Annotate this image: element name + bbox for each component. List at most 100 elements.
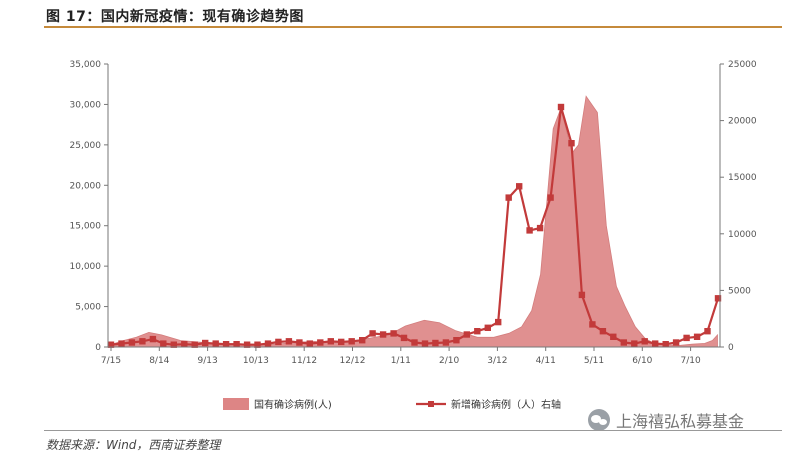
y-left-tick-label-7: 35,000 bbox=[70, 60, 102, 70]
line-marker-0 bbox=[107, 341, 115, 348]
line-marker-34 bbox=[463, 331, 470, 338]
x-tick-label-10: 5/11 bbox=[584, 356, 604, 366]
y-right-tick-label-0: 0 bbox=[728, 343, 734, 353]
line-marker-42 bbox=[547, 194, 554, 201]
line-marker-16 bbox=[275, 338, 282, 346]
x-tick-label-8: 3/12 bbox=[487, 356, 507, 366]
legend-layer: 国有确诊病例(人) 新增确诊病例（人）右轴 bbox=[223, 398, 561, 411]
line-marker-37 bbox=[495, 318, 502, 326]
line-marker-1 bbox=[118, 340, 125, 347]
line-marker-39 bbox=[516, 183, 523, 190]
y-left-tick-label-3: 15,000 bbox=[70, 222, 102, 232]
x-tick-label-6: 1/11 bbox=[391, 356, 411, 366]
line-marker-35 bbox=[474, 328, 481, 335]
line-marker-13 bbox=[243, 341, 251, 348]
line-marker-17 bbox=[285, 338, 293, 345]
line-marker-28 bbox=[400, 334, 408, 342]
title-rule bbox=[44, 26, 782, 28]
y-left-tick-label-0: 0 bbox=[95, 343, 101, 353]
wechat-icon bbox=[588, 409, 610, 431]
legend-swatch-area bbox=[223, 398, 249, 410]
line-marker-9 bbox=[202, 339, 209, 347]
series-line-new-cases bbox=[110, 106, 720, 346]
source-note: 数据来源：Wind，西南证券整理 bbox=[46, 438, 221, 452]
line-marker-49 bbox=[620, 339, 627, 346]
x-tick-label-3: 10/13 bbox=[243, 356, 269, 366]
line-marker-45 bbox=[578, 291, 586, 299]
line-marker-48 bbox=[610, 333, 617, 340]
x-tick-label-11: 6/10 bbox=[632, 356, 652, 366]
line-layer bbox=[107, 103, 722, 348]
line-marker-23 bbox=[348, 338, 355, 345]
line-marker-44 bbox=[568, 140, 575, 147]
line-marker-22 bbox=[338, 338, 345, 346]
line-marker-14 bbox=[254, 341, 261, 348]
x-tick-label-7: 2/10 bbox=[439, 356, 459, 366]
line-marker-8 bbox=[191, 341, 198, 348]
y-right-tick-label-4: 20000 bbox=[728, 117, 757, 127]
y-left-tick-label-2: 10,000 bbox=[70, 262, 102, 272]
line-marker-47 bbox=[599, 328, 607, 335]
line-marker-26 bbox=[379, 331, 387, 338]
line-marker-41 bbox=[536, 224, 544, 232]
line-marker-46 bbox=[589, 321, 596, 328]
line-marker-55 bbox=[683, 334, 690, 342]
y-right-tick-label-1: 5000 bbox=[728, 286, 751, 296]
line-marker-18 bbox=[296, 339, 303, 346]
y-right-tick-label-3: 15000 bbox=[728, 173, 757, 183]
x-tick-label-12: 7/10 bbox=[680, 356, 700, 366]
x-tick-label-9: 4/11 bbox=[536, 356, 556, 366]
legend-swatch-marker bbox=[428, 401, 434, 407]
watermark: 上海禧弘私募基金 bbox=[588, 408, 744, 432]
source-rule bbox=[44, 430, 782, 431]
watermark-text: 上海禧弘私募基金 bbox=[616, 412, 745, 431]
line-marker-15 bbox=[264, 340, 272, 347]
line-marker-21 bbox=[327, 338, 334, 345]
line-marker-11 bbox=[222, 341, 230, 348]
line-marker-32 bbox=[442, 339, 450, 346]
line-marker-24 bbox=[359, 337, 366, 344]
line-marker-20 bbox=[317, 339, 324, 346]
legend-label-line: 新增确诊病例（人）右轴 bbox=[451, 398, 561, 411]
x-tick-label-0: 7/15 bbox=[101, 356, 121, 366]
line-marker-43 bbox=[557, 103, 565, 111]
line-marker-54 bbox=[672, 339, 680, 346]
line-marker-53 bbox=[662, 341, 669, 348]
line-marker-58 bbox=[714, 295, 722, 302]
line-marker-10 bbox=[212, 340, 219, 347]
line-marker-3 bbox=[139, 338, 146, 345]
x-tick-label-5: 12/12 bbox=[340, 356, 366, 366]
line-marker-7 bbox=[181, 341, 188, 348]
y-right-tick-label-2: 10000 bbox=[728, 230, 757, 240]
line-marker-36 bbox=[484, 324, 491, 331]
x-tick-label-4: 11/12 bbox=[291, 356, 317, 366]
line-marker-27 bbox=[390, 330, 397, 337]
y-right-tick-label-5: 25000 bbox=[728, 60, 757, 70]
line-marker-5 bbox=[160, 340, 167, 347]
line-marker-2 bbox=[128, 339, 136, 346]
line-marker-50 bbox=[631, 340, 638, 347]
line-marker-38 bbox=[505, 194, 512, 201]
line-marker-31 bbox=[432, 339, 439, 347]
line-marker-33 bbox=[453, 337, 460, 344]
area-layer bbox=[110, 95, 718, 348]
line-marker-40 bbox=[526, 227, 533, 234]
line-marker-30 bbox=[421, 340, 429, 347]
line-marker-19 bbox=[306, 340, 313, 347]
line-marker-25 bbox=[369, 330, 376, 337]
axes-layer: 0 5,000 10,000 15,000 20,000 25,000 30,000 35,0… bbox=[70, 60, 757, 366]
y-left-tick-label-4: 20,000 bbox=[70, 181, 102, 191]
line-marker-29 bbox=[411, 339, 418, 346]
y-left-tick-label-1: 5,000 bbox=[75, 303, 101, 313]
x-tick-label-2: 9/13 bbox=[197, 356, 217, 366]
line-marker-4 bbox=[149, 335, 157, 343]
legend-label-area: 国有确诊病例(人) bbox=[254, 398, 332, 411]
line-marker-52 bbox=[652, 340, 659, 347]
series-area-existing-cases bbox=[110, 95, 718, 348]
line-marker-57 bbox=[704, 328, 711, 335]
y-left-tick-label-5: 25,000 bbox=[70, 141, 102, 151]
line-marker-51 bbox=[641, 338, 648, 345]
y-left-tick-label-6: 30,000 bbox=[70, 100, 102, 110]
line-marker-56 bbox=[693, 333, 701, 340]
